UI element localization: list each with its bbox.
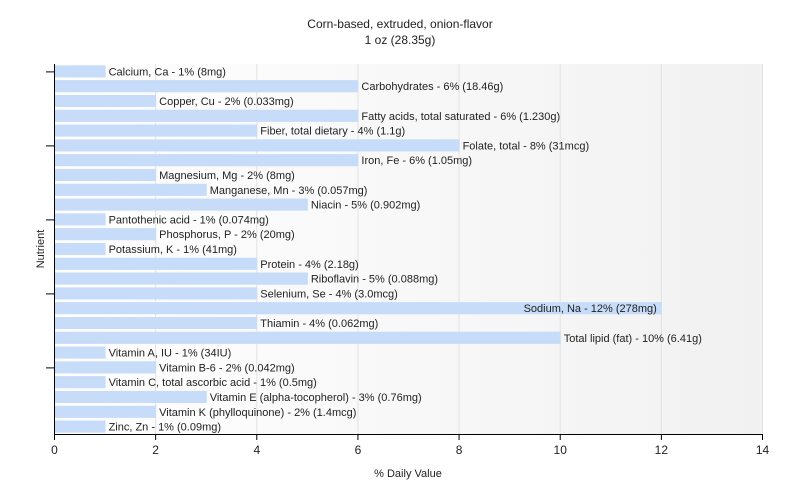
axes: 0 2 4 6 8 10 12 14 <box>46 64 769 457</box>
bar-label: Zinc, Zn - 1% (0.09mg) <box>109 422 221 434</box>
bar-label: Manganese, Mn - 3% (0.057mg) <box>210 185 368 197</box>
bar-label: Pantothenic acid - 1% (0.074mg) <box>109 214 269 226</box>
bar <box>55 272 308 285</box>
bar <box>55 390 207 404</box>
bar-label: Potassium, K - 1% (41mg) <box>109 244 237 256</box>
bar-labels: Calcium, Ca - 1% (8mg) Carbohydrates - 6%… <box>109 66 702 433</box>
x-axis-title: % Daily Value <box>374 468 442 480</box>
chart-title: Corn-based, extruded, onion-flavor <box>307 17 492 31</box>
bar <box>55 242 106 256</box>
bar-label: Selenium, Se - 4% (3.0mcg) <box>260 288 398 300</box>
chart-subtitle: 1 oz (28.35g) <box>365 33 436 47</box>
bar-label: Carbohydrates - 6% (18.46g) <box>361 81 503 93</box>
bar <box>55 183 207 196</box>
x-tick-label: 4 <box>253 443 260 457</box>
bar <box>55 361 157 374</box>
bar <box>55 213 106 226</box>
bar-label: Fatty acids, total saturated - 6% (1.230… <box>361 111 560 123</box>
bar-label: Protein - 4% (2.18g) <box>260 259 358 271</box>
bar <box>55 376 106 389</box>
bar <box>55 287 258 300</box>
bar <box>55 124 258 137</box>
bar <box>55 257 258 270</box>
bar-label: Vitamin A, IU - 1% (34IU) <box>109 348 232 360</box>
x-tick-label: 10 <box>554 443 568 457</box>
bar <box>55 154 359 167</box>
x-tick-label: 12 <box>655 443 669 457</box>
bar <box>55 346 106 359</box>
bar-label: Niacin - 5% (0.902mg) <box>311 200 420 212</box>
bar <box>55 168 157 182</box>
bars <box>55 65 662 433</box>
bar <box>55 109 359 122</box>
bar-label: Vitamin K (phylloquinone) - 2% (1.4mcg) <box>159 407 356 419</box>
x-tick-label: 2 <box>152 443 159 457</box>
x-tick-label: 14 <box>756 443 770 457</box>
bar <box>55 331 561 344</box>
bar-label: Magnesium, Mg - 2% (8mg) <box>159 170 295 182</box>
bar-label: Sodium, Na - 12% (278mg) <box>524 303 657 315</box>
bar-label: Vitamin E (alpha-tocopherol) - 3% (0.76m… <box>210 392 422 404</box>
bar <box>55 316 258 330</box>
bar-label: Iron, Fe - 6% (1.05mg) <box>361 155 472 167</box>
bar-label: Total lipid (fat) - 10% (6.41g) <box>564 333 702 345</box>
bar-label: Copper, Cu - 2% (0.033mg) <box>159 96 294 108</box>
bar-label: Fiber, total dietary - 4% (1.1g) <box>260 126 405 138</box>
bar-label: Thiamin - 4% (0.062mg) <box>260 318 378 330</box>
bar <box>55 94 157 108</box>
bar-label: Vitamin B-6 - 2% (0.042mg) <box>159 362 295 374</box>
bar <box>55 228 157 241</box>
bar <box>55 198 308 211</box>
bar-label: Calcium, Ca - 1% (8mg) <box>109 66 226 78</box>
bar-label: Phosphorus, P - 2% (20mg) <box>159 229 295 241</box>
x-tick-label: 8 <box>456 443 463 457</box>
bar <box>55 420 106 433</box>
x-tick-label: 6 <box>355 443 362 457</box>
bar <box>55 139 460 152</box>
bar <box>55 80 359 93</box>
y-axis-title: Nutrient <box>35 230 47 269</box>
bar <box>55 302 662 315</box>
bar-label: Riboflavin - 5% (0.088mg) <box>311 274 438 286</box>
bar-label: Vitamin C, total ascorbic acid - 1% (0.5… <box>109 377 317 389</box>
bar-label: Folate, total - 8% (31mcg) <box>463 140 590 152</box>
bar <box>55 65 106 78</box>
bar <box>55 405 157 418</box>
x-tick-label: 0 <box>51 443 58 457</box>
